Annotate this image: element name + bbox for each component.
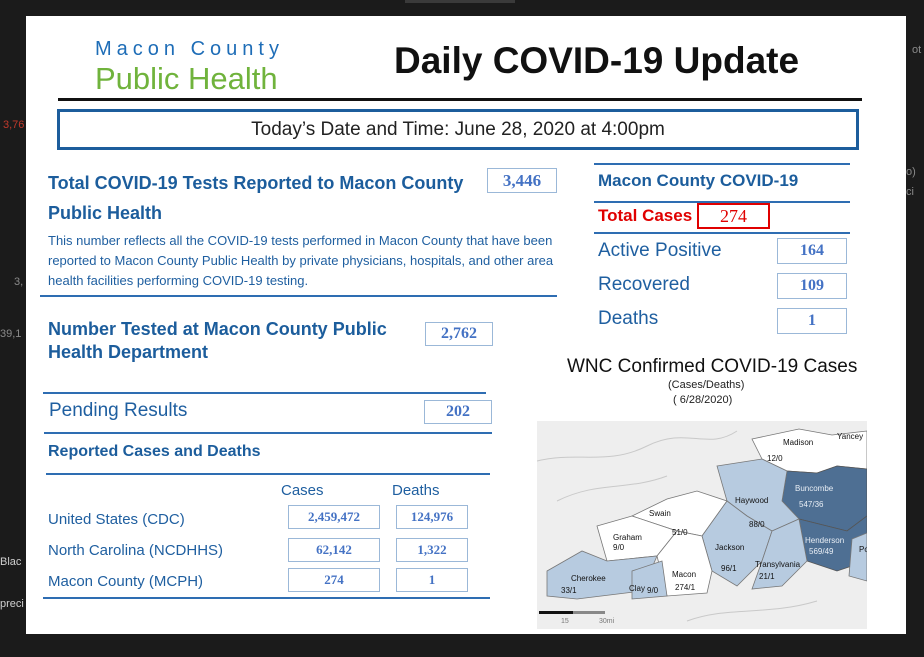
- recovered-value: 109: [777, 273, 847, 299]
- county-polk: [848, 532, 867, 582]
- county-label-clay: Clay: [629, 584, 645, 593]
- county-label-graham: Graham: [613, 533, 642, 542]
- bg-text-fragment: 3,: [14, 276, 24, 288]
- active-positive-label: Active Positive: [598, 240, 722, 261]
- county-value-clay: 9/0: [647, 586, 659, 595]
- section-divider: [594, 163, 850, 165]
- deaths-value: 1: [777, 308, 847, 334]
- nc-cases: 62,142: [288, 538, 380, 562]
- row-label-macon: Macon County (MCPH): [48, 573, 204, 590]
- county-value-henderson: 569/49: [809, 547, 834, 556]
- row-label-us: United States (CDC): [48, 511, 185, 528]
- county-value-jackson: 96/1: [721, 564, 737, 573]
- logo-line-1: Macon County: [95, 38, 284, 60]
- deaths-label: Deaths: [598, 308, 659, 329]
- recovered-label: Recovered: [598, 274, 690, 295]
- county-label-transylvania: Transylvania: [755, 560, 801, 569]
- bg-text-fragment: 3,76: [3, 119, 25, 131]
- header-divider: [58, 98, 862, 101]
- macon-deaths: 1: [396, 568, 468, 592]
- wnc-map-date: ( 6/28/2020): [673, 394, 733, 406]
- us-deaths: 124,976: [396, 505, 468, 529]
- section-divider: [594, 201, 850, 203]
- column-header-deaths: Deaths: [392, 482, 440, 499]
- page-title: Daily COVID-19 Update: [394, 40, 800, 81]
- total-cases-value: 274: [697, 203, 770, 229]
- county-label-jackson: Jackson: [715, 543, 744, 552]
- county-label-haywood: Haywood: [735, 496, 768, 505]
- section-divider: [44, 432, 492, 434]
- column-header-cases: Cases: [281, 482, 324, 499]
- tests-reported-description: This number reflects all the COVID-19 te…: [48, 233, 554, 288]
- row-label-nc: North Carolina (NCDHHS): [48, 542, 224, 559]
- county-label-macon: Macon: [672, 570, 696, 579]
- county-value-transylvania: 21/1: [759, 572, 775, 581]
- section-divider: [594, 232, 850, 234]
- county-value-buncombe: 547/36: [799, 500, 824, 509]
- date-banner: Today’s Date and Time: June 28, 2020 at …: [57, 109, 859, 150]
- county-value-swain: 51/0: [672, 528, 688, 537]
- us-cases: 2,459,472: [288, 505, 380, 529]
- wnc-county-map: Madison 12/0 Yancey Buncombe 547/36 Hayw…: [537, 421, 867, 629]
- wnc-map-subtitle: (Cases/Deaths): [668, 379, 745, 391]
- date-text: Today’s Date and Time: June 28, 2020 at …: [251, 118, 665, 140]
- nc-deaths: 1,322: [396, 538, 468, 562]
- number-tested-value: 2,762: [425, 322, 493, 346]
- county-label-madison: Madison: [783, 438, 813, 447]
- county-value-haywood: 88/0: [749, 520, 765, 529]
- county-value-madison: 12/0: [767, 454, 783, 463]
- county-label-swain: Swain: [649, 509, 671, 518]
- top-window-bar: [405, 0, 515, 3]
- covid-update-image: Macon County Public Health Daily COVID-1…: [26, 16, 906, 634]
- county-transylvania: [751, 518, 808, 590]
- active-positive-value: 164: [777, 238, 847, 264]
- logo-line-2: Public Health: [95, 61, 278, 96]
- macon-cases: 274: [288, 568, 380, 592]
- bg-text-fragment: o): [906, 166, 916, 178]
- section-divider: [43, 392, 486, 394]
- tests-reported-value: 3,446: [487, 168, 557, 193]
- county-label-polk: Po: [859, 545, 867, 554]
- pending-results-value: 202: [424, 400, 492, 424]
- bg-text-fragment: ci: [906, 186, 914, 198]
- reported-cases-title: Reported Cases and Deaths: [48, 443, 261, 460]
- bg-text-fragment: ot: [912, 44, 922, 56]
- county-value-macon: 274/1: [675, 583, 696, 592]
- county-clay: [631, 560, 668, 600]
- map-scale-bar: 15 30mi: [539, 611, 615, 625]
- county-label-yancey: Yancey: [837, 432, 863, 441]
- county-label-henderson: Henderson: [805, 536, 844, 545]
- total-cases-label: Total Cases: [598, 206, 693, 225]
- wnc-map-title: WNC Confirmed COVID-19 Cases: [567, 356, 858, 377]
- number-tested-title: Number Tested at Macon County Public Hea…: [48, 319, 387, 362]
- county-value-graham: 9/0: [613, 543, 625, 552]
- section-divider: [40, 295, 557, 297]
- bg-text-fragment: 39,1: [0, 328, 22, 340]
- macon-covid-title: Macon County COVID-19: [598, 171, 799, 190]
- scale-label-30mi: 30mi: [599, 618, 615, 625]
- county-value-cherokee: 33/1: [561, 586, 577, 595]
- tests-reported-title: Total COVID-19 Tests Reported to Macon C…: [48, 173, 464, 223]
- section-divider: [46, 473, 490, 475]
- county-henderson: [798, 515, 867, 572]
- pending-results-label: Pending Results: [49, 400, 188, 421]
- bg-text-fragment: preci: [0, 598, 24, 610]
- bg-text-fragment: Blac: [0, 556, 22, 568]
- scale-label-15: 15: [561, 618, 569, 625]
- county-label-cherokee: Cherokee: [571, 574, 606, 583]
- terrain-lines: [537, 430, 818, 622]
- section-divider: [43, 597, 490, 599]
- county-label-buncombe: Buncombe: [795, 484, 834, 493]
